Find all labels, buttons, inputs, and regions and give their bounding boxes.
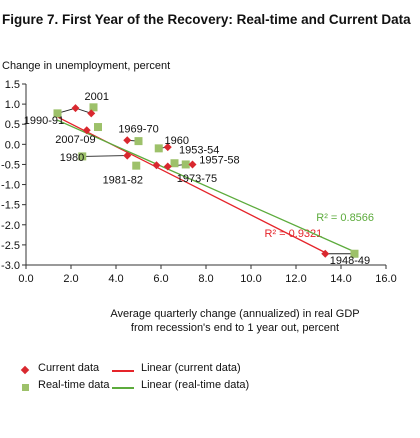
current-point (321, 249, 330, 258)
r2-label: R² = 0.8566 (316, 212, 374, 224)
current-point (71, 104, 80, 113)
x-tick-label: 6.0 (153, 273, 168, 285)
point-label: 1960 (165, 135, 189, 147)
x-axis-title: Average quarterly change (annualized) in… (40, 307, 420, 335)
realtime-point (181, 160, 190, 169)
current-point (87, 109, 96, 118)
x-axis-title-line1: Average quarterly change (annualized) in… (110, 308, 360, 320)
realtime-point (154, 144, 163, 153)
y-tick-label: -1.5 (1, 200, 20, 212)
trendline (57, 119, 355, 253)
y-tick-label: -2.0 (1, 220, 20, 232)
current-point (123, 136, 132, 145)
point-label: 1990-91 (24, 115, 64, 127)
point-label: 1953-54 (179, 145, 219, 157)
realtime-point (94, 123, 102, 132)
realtime-point (350, 249, 359, 258)
realtime-point (134, 137, 143, 146)
current-point (152, 161, 161, 170)
y-tick-label: 0.0 (5, 139, 20, 151)
figure-title: Figure 7. First Year of the Recovery: Re… (2, 12, 411, 27)
x-tick-label: 2.0 (63, 273, 78, 285)
y-tick-label: -0.5 (1, 159, 20, 171)
realtime-point (89, 103, 98, 112)
current-point (123, 151, 132, 160)
legend-realtime-label: Real-time data (38, 379, 110, 391)
legend-linear-current-label: Linear (current data) (141, 362, 241, 374)
x-tick-label: 4.0 (108, 273, 123, 285)
y-tick-label: 0.5 (5, 119, 20, 131)
point-label: 1981-82 (103, 175, 143, 187)
current-point (82, 126, 91, 135)
realtime-point (170, 159, 179, 168)
point-label: 1957-58 (199, 155, 239, 167)
y-tick-label: -1.0 (1, 180, 20, 192)
data-points (53, 103, 359, 258)
realtime-point (78, 152, 87, 161)
connector-line (82, 155, 128, 157)
legend-current-marker (20, 365, 30, 375)
x-tick-label: 14.0 (330, 273, 351, 285)
legend: Current data Linear (current data) Real-… (0, 360, 420, 420)
current-point (188, 160, 197, 169)
point-label: 2001 (85, 91, 109, 103)
x-tick-label: 8.0 (198, 273, 213, 285)
legend-current-label: Current data (38, 362, 100, 374)
x-tick-label: 12.0 (285, 273, 306, 285)
point-label: 1969-70 (118, 124, 158, 136)
y-axis-title: Change in unemployment, percent (2, 60, 171, 72)
y-tick-label: -2.5 (1, 240, 20, 252)
legend-realtime-marker (22, 384, 29, 391)
axes: 1.51.00.50.0-0.5-1.0-1.5-2.0-2.5-3.00.0 2… (1, 79, 397, 285)
point-label: 1973-75 (177, 173, 217, 185)
point-label: 1980 (60, 152, 84, 164)
x-tick-label: 16.0 (375, 273, 396, 285)
legend-linear-current-line (112, 370, 134, 372)
x-tick-label: 0.0 (18, 273, 33, 285)
x-axis-title-line2: from recession's end to 1 year out, perc… (130, 322, 340, 334)
legend-linear-realtime-line (112, 387, 134, 389)
x-tick-label: 10.0 (240, 273, 261, 285)
point-label: 1948-49 (330, 255, 370, 267)
legend-linear-realtime-label: Linear (real-time data) (141, 379, 250, 391)
realtime-point (132, 161, 141, 170)
point-label: 2007-09 (55, 134, 95, 146)
realtime-point (53, 109, 62, 118)
scatter-chart: 1.51.00.50.0-0.5-1.0-1.5-2.0-2.5-3.00.0 2… (1, 79, 397, 285)
y-tick-label: -3.0 (1, 260, 20, 272)
y-tick-label: 1.0 (5, 99, 20, 111)
current-point (163, 162, 172, 171)
current-point (163, 143, 172, 152)
y-tick-label: 1.5 (5, 79, 20, 91)
